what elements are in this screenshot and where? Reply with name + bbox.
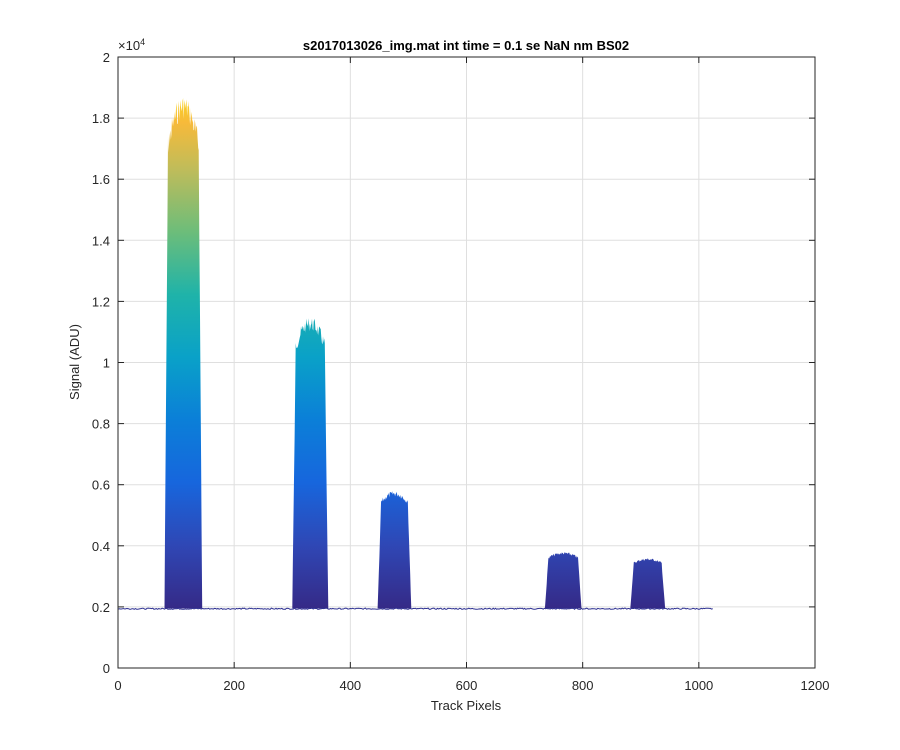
y-exponent-label: ×104 (118, 37, 145, 53)
y-tick-label: 0.2 (92, 600, 110, 615)
signal-peak-4 (543, 552, 583, 609)
signal-peak-2 (291, 318, 330, 609)
x-tick-labels: 0 200 400 600 800 1000 1200 (114, 678, 829, 693)
signal-peaks (163, 98, 667, 609)
axis-ticks (117, 56, 816, 669)
y-tick-label: 1.2 (92, 294, 110, 309)
y-tick-label: 1.4 (92, 233, 110, 248)
signal-peak-3 (376, 491, 413, 609)
y-tick-label: 1.8 (92, 111, 110, 126)
x-tick-label: 400 (339, 678, 361, 693)
y-tick-label: 1.6 (92, 172, 110, 187)
y-tick-label: 0 (103, 661, 110, 676)
x-tick-label: 0 (114, 678, 121, 693)
y-tick-label: 0.8 (92, 417, 110, 432)
y-tick-label: 0.6 (92, 478, 110, 493)
x-tick-label: 1000 (684, 678, 713, 693)
y-tick-label: 0.4 (92, 539, 110, 554)
y-tick-label: 1 (103, 356, 110, 371)
x-tick-label: 800 (572, 678, 594, 693)
chart-title: s2017013026_img.mat int time = 0.1 se Na… (303, 38, 629, 53)
x-tick-label: 200 (223, 678, 245, 693)
signal-peak-5 (629, 558, 667, 609)
x-tick-label: 600 (456, 678, 478, 693)
signal-peak-1 (163, 98, 204, 609)
y-axis-label: Signal (ADU) (67, 324, 82, 400)
y-exponent-power: 4 (140, 37, 145, 47)
y-tick-labels: 0 0.2 0.4 0.6 0.8 1 1.2 1.4 1.6 1.8 2 (92, 50, 110, 676)
baseline-trace (117, 607, 713, 610)
y-exponent-base: ×10 (118, 38, 140, 53)
y-tick-label: 2 (103, 50, 110, 65)
x-axis-label: Track Pixels (431, 698, 502, 713)
x-tick-label: 1200 (801, 678, 830, 693)
